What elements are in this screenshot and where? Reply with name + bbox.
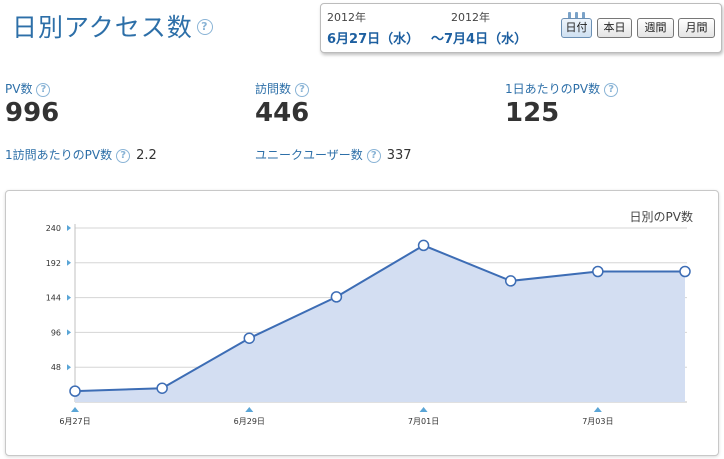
y-tick-marker: [67, 294, 71, 301]
view-month-button[interactable]: 月間: [678, 18, 715, 38]
stat-daily-pv-value: 125: [505, 98, 560, 128]
data-point: [592, 265, 604, 278]
start-year: 2012年: [327, 11, 366, 24]
view-today-button[interactable]: 本日: [597, 18, 632, 38]
pv-chart: 日別のPV数 48 96 144 192 240 6月27日 6月29日 7月01日 7月03日: [46, 209, 693, 426]
help-icon[interactable]: ?: [116, 148, 131, 163]
stat-visits-label-row: 訪問数?: [255, 80, 310, 97]
y-tick-marker: [67, 364, 71, 371]
help-icon[interactable]: ?: [196, 19, 213, 35]
data-point: [679, 265, 691, 278]
stat-daily-pv-label: 1日あたりのPV数: [505, 82, 601, 96]
stat-unique-users-value: 337: [386, 148, 412, 163]
data-point: [504, 275, 517, 287]
y-tick-label: 96: [51, 328, 61, 337]
x-tick-label: 7月03日: [582, 417, 613, 426]
data-point: [417, 239, 430, 252]
help-icon[interactable]: ?: [295, 82, 310, 97]
x-tick-marker: [245, 407, 254, 412]
chart-panel: 日別のPV数 48 96 144 192 240 6月27日 6月29日 7月01日 7月03日: [5, 190, 719, 456]
view-week-button[interactable]: 週間: [637, 18, 674, 38]
x-tick-label: 7月01日: [408, 417, 439, 426]
stat-pv: PV数? 996: [5, 80, 59, 127]
page-title-text: 日別アクセス数: [12, 13, 193, 42]
stat-daily-pv: 1日あたりのPV数? 125: [505, 80, 619, 128]
end-date: 〜7月4日（水）: [431, 32, 528, 47]
y-tick-marker: [67, 259, 71, 266]
x-tick-marker: [71, 407, 79, 412]
date-range-start[interactable]: 2012年 6月27日（水）: [327, 9, 419, 47]
stat-pv-per-visit-value: 2.2: [136, 148, 157, 163]
view-day-button[interactable]: 日付: [561, 18, 592, 38]
date-range-end[interactable]: 2012年 〜7月4日（水）: [431, 9, 527, 47]
start-date: 6月27日（水）: [327, 32, 420, 47]
stat-pv-label-row: PV数?: [5, 80, 59, 97]
stat-visits-label: 訪問数: [255, 82, 292, 96]
page-title: 日別アクセス数?: [12, 8, 213, 44]
y-tick-label: 144: [46, 294, 61, 303]
x-tick-marker: [593, 407, 602, 412]
stat-pv-label: PV数: [5, 82, 33, 96]
stat-unique-users: ユニークユーザー数? 337: [255, 146, 412, 163]
y-tick-marker: [67, 329, 71, 336]
x-tick-label: 6月27日: [59, 417, 90, 426]
end-year: 2012年: [451, 11, 490, 24]
data-point: [69, 385, 81, 397]
data-point: [156, 382, 168, 394]
date-range-panel: 2012年 6月27日（水） 2012年 〜7月4日（水） 日付 本日 週間 月…: [320, 3, 722, 53]
stat-pv-value: 996: [5, 98, 60, 128]
y-tick-marker: [67, 225, 71, 231]
y-tick-label: 240: [46, 224, 61, 233]
chart-title: 日別のPV数: [630, 209, 693, 224]
series-area: [75, 245, 685, 402]
stat-unique-users-label: ユニークユーザー数: [255, 148, 363, 162]
y-tick-label: 48: [51, 363, 61, 372]
stat-pv-per-visit-label: 1訪問あたりのPV数: [5, 148, 113, 162]
stat-daily-pv-label-row: 1日あたりのPV数?: [505, 80, 619, 97]
stat-visits-value: 446: [255, 98, 310, 128]
help-icon[interactable]: ?: [366, 148, 381, 163]
y-tick-label: 192: [46, 259, 61, 268]
help-icon[interactable]: ?: [36, 82, 51, 97]
x-tick-label: 6月29日: [234, 417, 265, 426]
stat-visits: 訪問数? 446: [255, 80, 309, 127]
stat-pv-per-visit: 1訪問あたりのPV数? 2.2: [5, 146, 157, 163]
x-tick-marker: [419, 407, 428, 412]
calendar-icon: [565, 12, 587, 20]
data-point: [330, 291, 343, 303]
series-line: [74, 244, 685, 393]
data-point: [243, 332, 256, 344]
help-icon[interactable]: ?: [604, 82, 619, 97]
